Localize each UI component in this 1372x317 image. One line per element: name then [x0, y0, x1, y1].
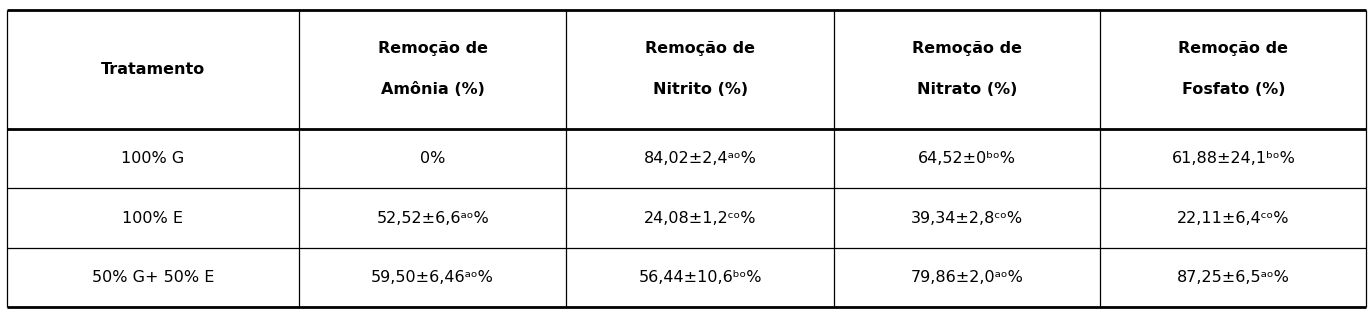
Text: 22,11±6,4ᶜᵒ%: 22,11±6,4ᶜᵒ% — [1177, 210, 1290, 226]
Text: 100% E: 100% E — [122, 210, 184, 226]
Text: Nitrato (%): Nitrato (%) — [916, 82, 1018, 97]
Text: Fosfato (%): Fosfato (%) — [1181, 82, 1286, 97]
Text: 79,86±2,0ᵃᵒ%: 79,86±2,0ᵃᵒ% — [911, 270, 1024, 285]
Text: 84,02±2,4ᵃᵒ%: 84,02±2,4ᵃᵒ% — [643, 151, 757, 166]
Text: Remoção de: Remoção de — [1179, 41, 1288, 56]
Text: Tratamento: Tratamento — [100, 61, 204, 77]
Text: 61,88±24,1ᵇᵒ%: 61,88±24,1ᵇᵒ% — [1172, 151, 1295, 166]
Text: Remoção de: Remoção de — [645, 41, 755, 56]
Text: 39,34±2,8ᶜᵒ%: 39,34±2,8ᶜᵒ% — [911, 210, 1024, 226]
Text: Nitrito (%): Nitrito (%) — [653, 82, 748, 97]
Text: Amônia (%): Amônia (%) — [381, 82, 484, 97]
Text: 100% G: 100% G — [121, 151, 184, 166]
Text: 87,25±6,5ᵃᵒ%: 87,25±6,5ᵃᵒ% — [1177, 270, 1290, 285]
Text: 50% G+ 50% E: 50% G+ 50% E — [92, 270, 214, 285]
Text: Remoção de: Remoção de — [912, 41, 1022, 56]
Text: 64,52±0ᵇᵒ%: 64,52±0ᵇᵒ% — [918, 151, 1017, 166]
Text: 24,08±1,2ᶜᵒ%: 24,08±1,2ᶜᵒ% — [643, 210, 756, 226]
Text: 59,50±6,46ᵃᵒ%: 59,50±6,46ᵃᵒ% — [372, 270, 494, 285]
Text: 56,44±10,6ᵇᵒ%: 56,44±10,6ᵇᵒ% — [638, 270, 761, 285]
Text: Remoção de: Remoção de — [377, 41, 487, 56]
Text: 52,52±6,6ᵃᵒ%: 52,52±6,6ᵃᵒ% — [376, 210, 488, 226]
Text: 0%: 0% — [420, 151, 446, 166]
